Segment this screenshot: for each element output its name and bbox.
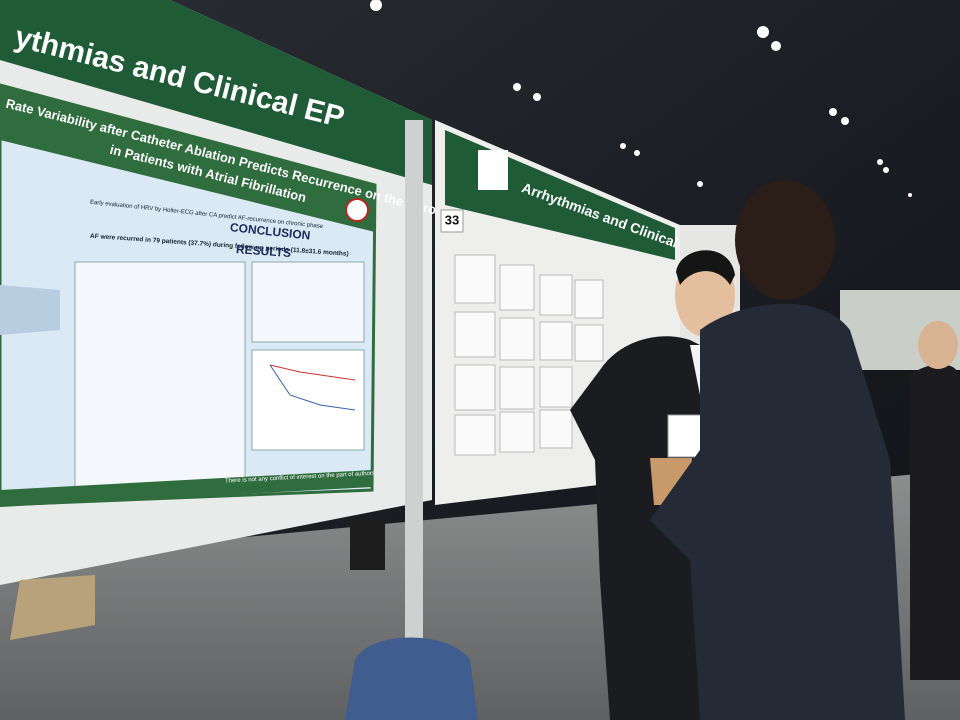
- poster-title-band: [0, 85, 375, 232]
- visitor-head: [735, 180, 835, 300]
- backpack: [345, 637, 478, 720]
- results-table: [74, 261, 246, 488]
- post: [405, 120, 423, 650]
- results-table: [251, 261, 365, 343]
- poster-sheets: [454, 254, 604, 456]
- ceiling-lights: [370, 0, 912, 197]
- logo: [478, 150, 508, 190]
- visitor: [650, 303, 905, 720]
- badge: [667, 414, 707, 458]
- left-banner: [0, 0, 432, 185]
- curve: [269, 364, 356, 381]
- results-heading: RESULTS: [236, 242, 292, 260]
- presenter-hair: [676, 250, 735, 285]
- curve: [269, 364, 356, 411]
- bystander: [910, 364, 960, 680]
- legs: [350, 520, 385, 570]
- poster-footer-band: [0, 470, 372, 507]
- logo: [345, 198, 369, 222]
- bystander-head: [918, 321, 958, 369]
- figure: [0, 285, 60, 335]
- board-number: 33: [445, 212, 459, 227]
- board-number-box: [440, 209, 464, 233]
- survival-curve: [251, 349, 365, 451]
- legs: [10, 575, 95, 640]
